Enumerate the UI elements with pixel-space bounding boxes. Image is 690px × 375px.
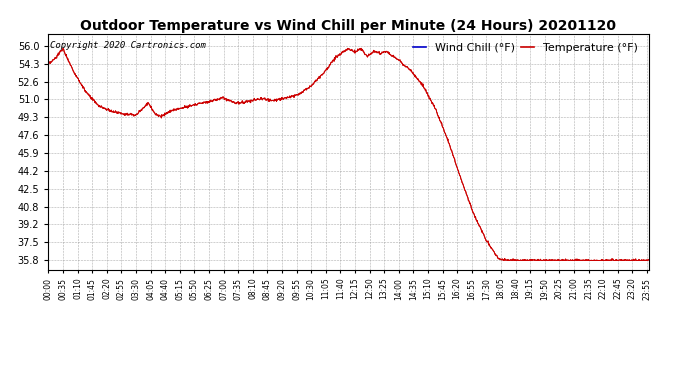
Legend: Wind Chill (°F), Temperature (°F): Wind Chill (°F), Temperature (°F) [411,40,640,55]
Text: Copyright 2020 Cartronics.com: Copyright 2020 Cartronics.com [50,41,206,50]
Title: Outdoor Temperature vs Wind Chill per Minute (24 Hours) 20201120: Outdoor Temperature vs Wind Chill per Mi… [81,19,616,33]
